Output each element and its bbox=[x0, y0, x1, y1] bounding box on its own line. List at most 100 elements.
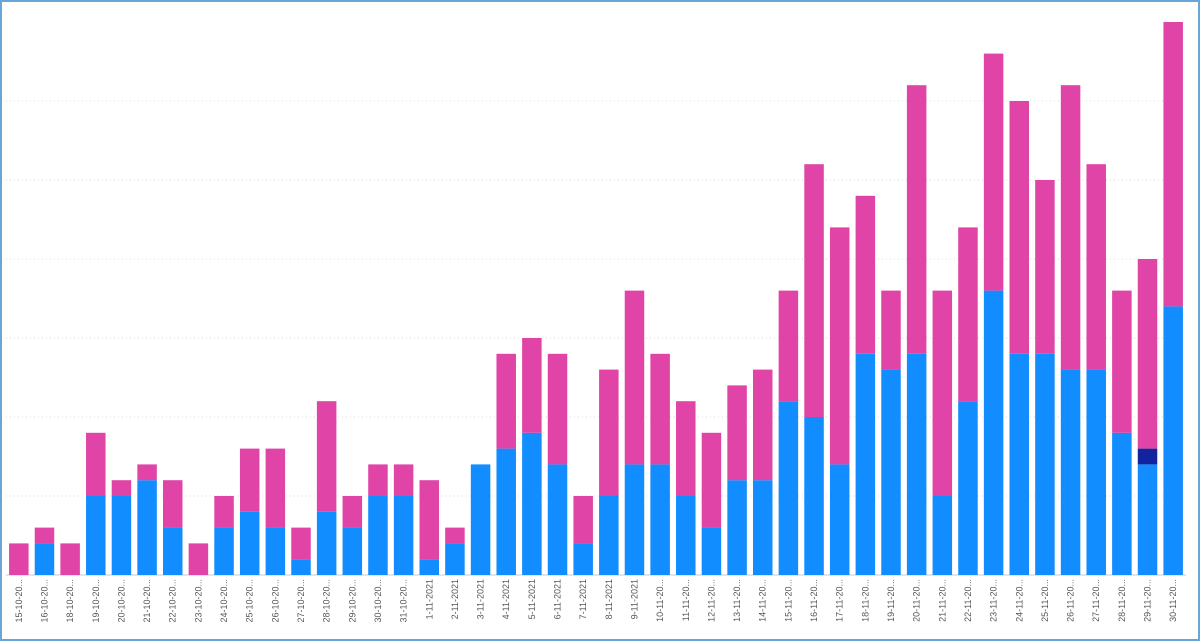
bar-segment-series-1[interactable] bbox=[316, 511, 337, 575]
x-tick-label: 9-11-2021 bbox=[629, 579, 639, 619]
bar-segment-series-1[interactable] bbox=[752, 480, 773, 575]
bar-segment-series-1[interactable] bbox=[1086, 369, 1106, 575]
bar-segment-series-3[interactable] bbox=[881, 290, 901, 370]
bar-segment-series-1[interactable] bbox=[778, 401, 799, 575]
bar-segment-series-3[interactable] bbox=[34, 527, 55, 544]
bar-segment-series-3[interactable] bbox=[9, 543, 29, 575]
bar-segment-series-3[interactable] bbox=[676, 401, 696, 496]
bar-segment-series-3[interactable] bbox=[239, 448, 260, 512]
bar-segment-series-1[interactable] bbox=[162, 527, 183, 575]
bar-segment-series-1[interactable] bbox=[881, 369, 901, 575]
bar-segment-series-1[interactable] bbox=[1060, 369, 1081, 575]
bar-segment-series-3[interactable] bbox=[1137, 259, 1158, 449]
bar-segment-series-3[interactable] bbox=[1163, 22, 1183, 307]
bar-segment-series-3[interactable] bbox=[855, 195, 876, 354]
x-tick-label: 20-11-20... bbox=[912, 579, 922, 622]
bar-segment-series-3[interactable] bbox=[958, 227, 978, 402]
bar-segment-series-3[interactable] bbox=[1009, 101, 1030, 354]
bar-segment-series-1[interactable] bbox=[419, 559, 440, 575]
bar-segment-series-1[interactable] bbox=[624, 464, 645, 575]
bar-segment-series-1[interactable] bbox=[393, 496, 414, 575]
bar-segment-series-1[interactable] bbox=[932, 496, 953, 575]
bar-segment-series-1[interactable] bbox=[496, 448, 516, 575]
bar-segment-series-3[interactable] bbox=[522, 338, 542, 433]
bar-segment-series-1[interactable] bbox=[701, 527, 722, 575]
bar-segment-series-1[interactable] bbox=[1009, 353, 1030, 575]
bar-segment-series-3[interactable] bbox=[291, 527, 311, 560]
x-tick-label: 10-11-20... bbox=[655, 579, 665, 622]
bar-segment-series-3[interactable] bbox=[1060, 85, 1081, 370]
bar-segment-series-1[interactable] bbox=[291, 559, 311, 575]
bar-segment-series-1[interactable] bbox=[86, 496, 106, 575]
bar-segment-series-3[interactable] bbox=[1035, 180, 1055, 354]
bar-segment-series-1[interactable] bbox=[599, 496, 619, 575]
bar-segment-series-1[interactable] bbox=[239, 511, 260, 575]
bar-segment-series-3[interactable] bbox=[496, 353, 516, 449]
bar-segment-series-1[interactable] bbox=[111, 496, 132, 575]
bar-segment-series-3[interactable] bbox=[137, 464, 157, 481]
bar-segment-series-3[interactable] bbox=[1086, 164, 1106, 370]
bar-segment-series-3[interactable] bbox=[701, 432, 722, 528]
bar-segment-series-1[interactable] bbox=[265, 527, 286, 575]
bar-segment-series-3[interactable] bbox=[265, 448, 286, 528]
bars bbox=[9, 22, 1183, 575]
bar-segment-series-3[interactable] bbox=[573, 496, 593, 544]
bar-segment-series-1[interactable] bbox=[470, 464, 491, 575]
bar-segment-series-1[interactable] bbox=[727, 480, 747, 575]
bar-segment-series-3[interactable] bbox=[214, 496, 234, 528]
bar-segment-series-1[interactable] bbox=[855, 353, 876, 575]
bar-segment-series-1[interactable] bbox=[829, 464, 850, 575]
bar-segment-series-3[interactable] bbox=[906, 85, 927, 354]
bar-segment-series-3[interactable] bbox=[342, 496, 363, 528]
bar-segment-series-3[interactable] bbox=[445, 527, 465, 544]
x-tick-label: 29-11-20... bbox=[1143, 579, 1153, 622]
x-tick-label: 22-11-20... bbox=[963, 579, 973, 622]
bar-segment-series-3[interactable] bbox=[419, 480, 440, 560]
x-tick-label: 25-10-20... bbox=[245, 579, 255, 623]
bar-segment-series-1[interactable] bbox=[34, 543, 55, 575]
bar-segment-series-3[interactable] bbox=[368, 464, 388, 496]
bar-segment-series-1[interactable] bbox=[214, 527, 234, 575]
bar-segment-series-1[interactable] bbox=[1137, 464, 1158, 575]
bar-segment-series-1[interactable] bbox=[1163, 306, 1183, 575]
bar-segment-series-1[interactable] bbox=[573, 543, 593, 575]
bar-segment-series-1[interactable] bbox=[1035, 353, 1055, 575]
bar-segment-series-3[interactable] bbox=[983, 53, 1004, 291]
bar-segment-series-3[interactable] bbox=[829, 227, 850, 465]
x-tick-label: 5-11-2021 bbox=[527, 579, 537, 619]
bar-segment-series-1[interactable] bbox=[804, 417, 824, 575]
bar-segment-series-3[interactable] bbox=[60, 543, 80, 575]
bar-segment-series-3[interactable] bbox=[599, 369, 619, 496]
bar-segment-series-1[interactable] bbox=[906, 353, 927, 575]
bar-segment-series-2[interactable] bbox=[1137, 448, 1158, 465]
bar-segment-series-1[interactable] bbox=[958, 401, 978, 575]
x-tick-label: 1-11-2021 bbox=[424, 579, 434, 619]
bar-segment-series-3[interactable] bbox=[778, 290, 799, 402]
bar-segment-series-3[interactable] bbox=[393, 464, 414, 496]
bar-segment-series-1[interactable] bbox=[137, 480, 157, 575]
bar-segment-series-3[interactable] bbox=[624, 290, 645, 465]
bar-segment-series-1[interactable] bbox=[650, 464, 670, 575]
bar-segment-series-1[interactable] bbox=[368, 496, 388, 575]
bar-segment-series-1[interactable] bbox=[342, 527, 363, 575]
bar-segment-series-3[interactable] bbox=[111, 480, 132, 496]
bar-segment-series-3[interactable] bbox=[188, 543, 209, 575]
x-tick-label: 13-11-20... bbox=[732, 579, 742, 622]
bar-segment-series-3[interactable] bbox=[547, 353, 568, 465]
bar-segment-series-3[interactable] bbox=[86, 432, 106, 496]
bar-segment-series-3[interactable] bbox=[727, 385, 747, 481]
bar-segment-series-3[interactable] bbox=[804, 164, 824, 417]
bar-segment-series-3[interactable] bbox=[752, 369, 773, 481]
bar-segment-series-1[interactable] bbox=[445, 543, 465, 575]
bar-segment-series-3[interactable] bbox=[316, 401, 337, 512]
bar-segment-series-1[interactable] bbox=[1112, 432, 1132, 575]
bar-segment-series-3[interactable] bbox=[1112, 290, 1132, 433]
bar-segment-series-1[interactable] bbox=[676, 496, 696, 575]
bar-segment-series-1[interactable] bbox=[547, 464, 568, 575]
x-axis-tick-labels: 15-10-20... 16-10-20... 18-10-20... 19-10-2… bbox=[14, 579, 1178, 623]
bar-segment-series-1[interactable] bbox=[983, 290, 1004, 575]
bar-segment-series-3[interactable] bbox=[162, 480, 183, 528]
bar-segment-series-3[interactable] bbox=[932, 290, 953, 496]
bar-segment-series-1[interactable] bbox=[522, 432, 542, 575]
bar-segment-series-3[interactable] bbox=[650, 353, 670, 465]
